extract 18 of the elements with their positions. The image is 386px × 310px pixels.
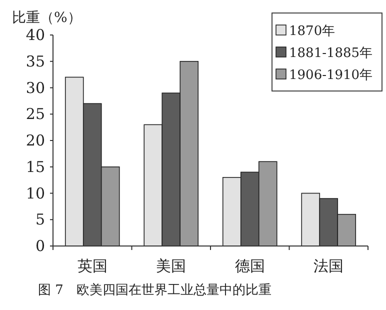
legend-label: 1906-1910年 — [289, 68, 373, 83]
y-tick-label: 20 — [26, 132, 45, 150]
y-axis-title: 比重（%） — [12, 10, 82, 26]
y-tick-label: 40 — [26, 26, 45, 44]
x-tick-label: 英国 — [77, 257, 108, 275]
text: 图 7 欧美四国在世界工业总量中的比重 — [38, 282, 272, 298]
y-tick-label: 25 — [26, 105, 45, 124]
y-tick-label: 10 — [26, 184, 45, 202]
legend-label: 1881-1885年 — [289, 46, 373, 61]
legend-label: 1870年 — [289, 24, 336, 39]
y-tick-label: 35 — [26, 52, 45, 70]
x-tick-label: 法国 — [314, 257, 344, 275]
y-tick-label: 15 — [26, 158, 45, 176]
y-tick-label: 0 — [35, 237, 45, 255]
x-tick-label: 德国 — [234, 257, 265, 275]
y-tick-label: 30 — [26, 78, 45, 97]
y-tick-label: 5 — [35, 210, 45, 229]
x-tick-label: 美国 — [156, 257, 186, 275]
